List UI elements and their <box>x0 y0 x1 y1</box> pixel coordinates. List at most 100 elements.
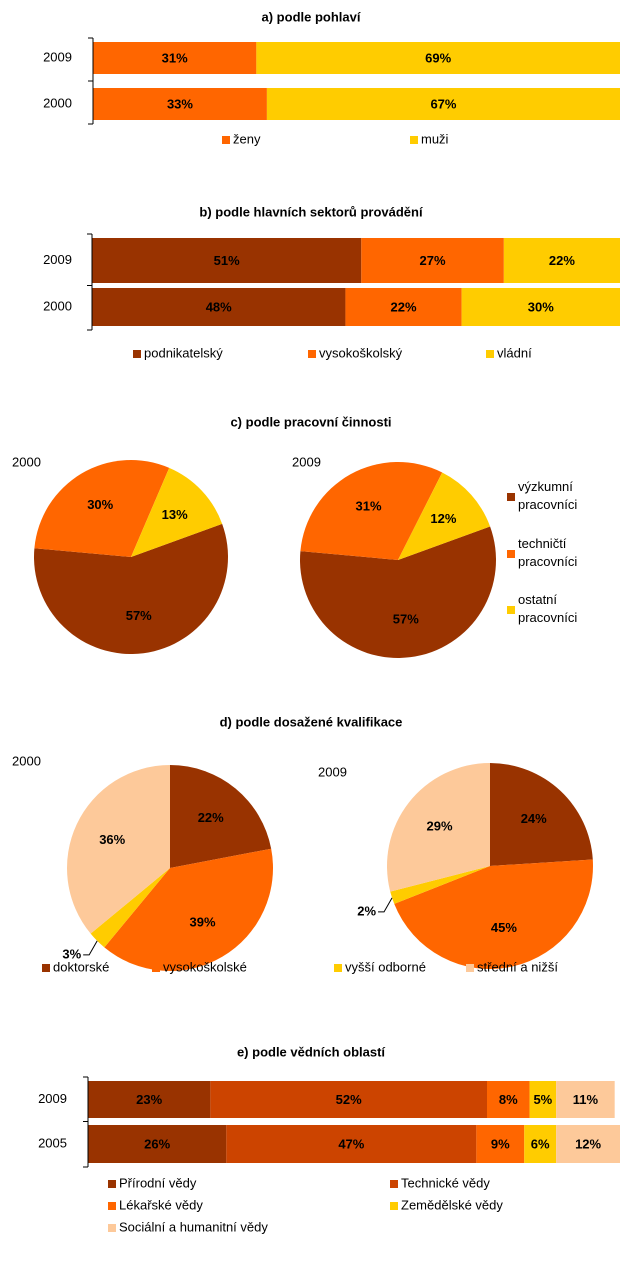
pie-slice <box>131 467 223 557</box>
pie-slice <box>398 472 491 560</box>
bar-segment <box>266 88 620 120</box>
pie-slice <box>300 461 443 560</box>
value-label: 22% <box>198 810 224 825</box>
chart-title: b) podle hlavních sektorů provádění <box>199 204 423 219</box>
value-label: 22% <box>549 253 575 268</box>
value-label: 26% <box>144 1136 170 1151</box>
pie-slice <box>90 868 170 948</box>
value-label: 31% <box>162 50 188 65</box>
category-label: 2009 <box>38 1091 67 1106</box>
value-label: 47% <box>338 1136 364 1151</box>
pie-label: 2009 <box>318 764 347 779</box>
bar-segment <box>88 1081 211 1118</box>
legend-swatch <box>108 1202 116 1210</box>
value-label: 30% <box>87 497 113 512</box>
bar-segment <box>256 42 620 74</box>
value-label: 57% <box>393 612 419 627</box>
legend-swatch <box>390 1180 398 1188</box>
legend-swatch <box>108 1224 116 1232</box>
legend-swatch <box>133 350 141 358</box>
bar-segment <box>461 288 620 326</box>
value-label: 6% <box>531 1136 550 1151</box>
category-label: 2009 <box>43 252 72 267</box>
bar-segment <box>92 238 362 283</box>
value-label: 3% <box>62 946 81 961</box>
pie-slice <box>490 763 593 866</box>
value-label: 13% <box>162 507 188 522</box>
legend-swatch <box>466 964 474 972</box>
bar-segment <box>88 1125 227 1163</box>
legend-label: Technické vědy <box>401 1175 490 1190</box>
value-label: 2% <box>357 903 376 918</box>
value-label: 24% <box>521 811 547 826</box>
legend-label: vyšší odborné <box>345 959 426 974</box>
pie-slice <box>299 526 496 658</box>
bar-segment <box>92 288 346 326</box>
legend-swatch <box>486 350 494 358</box>
leader-line <box>378 897 393 913</box>
legend-label: techničtí pracovníci <box>518 536 577 569</box>
legend-label: muži <box>421 131 449 146</box>
value-label: 45% <box>491 920 517 935</box>
value-label: 33% <box>167 96 193 111</box>
legend-label: Sociální a humanitní vědy <box>119 1219 268 1234</box>
pie-slice <box>394 859 593 969</box>
value-label: 8% <box>499 1092 518 1107</box>
legend-label: Zemědělské vědy <box>401 1197 503 1212</box>
bar-segment <box>93 88 267 120</box>
bar-segment <box>93 42 257 74</box>
legend-swatch <box>390 1202 398 1210</box>
bar-segment <box>226 1125 477 1163</box>
value-label: 22% <box>391 299 417 314</box>
legend-swatch <box>507 493 515 501</box>
pie-slice <box>104 848 274 971</box>
value-label: 31% <box>356 498 382 513</box>
bar-segment <box>361 238 504 283</box>
pie-label: 2000 <box>12 454 41 469</box>
legend-label: ženy <box>233 131 261 146</box>
value-label: 5% <box>533 1092 552 1107</box>
pie-slice <box>387 763 490 892</box>
value-label: 30% <box>528 299 554 314</box>
value-label: 9% <box>491 1136 510 1151</box>
pie-slice <box>67 764 170 934</box>
legend-label: Přírodní vědy <box>119 1175 197 1190</box>
value-label: 23% <box>136 1092 162 1107</box>
legend-label: vládní <box>497 345 532 360</box>
legend-label: podnikatelský <box>144 345 223 360</box>
bar-segment <box>210 1081 488 1118</box>
value-label: 69% <box>425 50 451 65</box>
legend-label: ostatní pracovníci <box>518 592 577 625</box>
value-label: 39% <box>189 914 215 929</box>
category-label: 2000 <box>43 95 72 110</box>
legend-swatch <box>42 964 50 972</box>
pie-slice <box>33 523 228 654</box>
bar-segment <box>476 1125 525 1163</box>
legend-swatch <box>410 136 418 144</box>
legend-swatch <box>222 136 230 144</box>
legend-label: vysokoškolské <box>163 959 247 974</box>
legend-label: Lékařské vědy <box>119 1197 203 1212</box>
legend-swatch <box>334 964 342 972</box>
chart-title: c) podle pracovní činnosti <box>230 414 391 429</box>
value-label: 51% <box>214 253 240 268</box>
legend-label: střední a nižší <box>477 959 558 974</box>
bar-segment <box>556 1081 615 1118</box>
chart-title: d) podle dosažené kvalifikace <box>220 714 403 729</box>
category-label: 2005 <box>38 1135 67 1150</box>
legend-label: doktorské <box>53 959 109 974</box>
value-label: 48% <box>206 299 232 314</box>
pie-label: 2000 <box>12 753 41 768</box>
bar-segment <box>524 1125 557 1163</box>
legend-swatch <box>108 1180 116 1188</box>
legend-swatch <box>507 606 515 614</box>
value-label: 11% <box>573 1092 599 1107</box>
bar-segment <box>487 1081 530 1118</box>
bar-segment <box>503 238 620 283</box>
value-label: 29% <box>427 818 453 833</box>
value-label: 52% <box>336 1092 362 1107</box>
legend-label: vysokoškolský <box>319 345 403 360</box>
category-label: 2009 <box>43 49 72 64</box>
pie-slice <box>170 765 272 868</box>
